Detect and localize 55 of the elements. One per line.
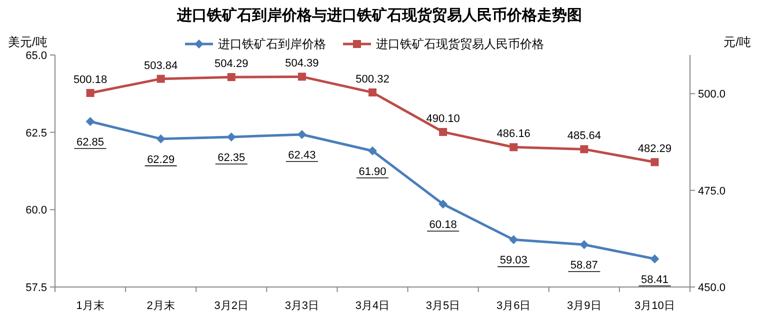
point <box>509 235 518 244</box>
x-tick-label: 3月2日 <box>214 300 249 312</box>
chart-title: 进口铁矿石到岸价格与进口铁矿石现货贸易人民币价格走势图 <box>176 6 582 24</box>
point <box>650 254 660 264</box>
data-label: 504.39 <box>285 58 319 70</box>
point <box>510 143 518 152</box>
legend-label: 进口铁矿石到岸价格 <box>218 37 326 51</box>
point <box>438 200 448 209</box>
y2-tick-label: 500.0 <box>698 88 726 101</box>
data-label: 62.35 <box>218 152 246 164</box>
x-tick-label: 1月末 <box>76 299 104 312</box>
y2-tick-label: 450.0 <box>698 282 726 294</box>
point <box>227 73 236 82</box>
point <box>580 145 588 154</box>
x-tick-label: 3月10日 <box>634 300 675 312</box>
point <box>368 88 376 96</box>
x-tick-label: 3月3日 <box>284 300 320 312</box>
data-label: 482.29 <box>638 143 672 156</box>
data-label: 60.18 <box>429 219 457 232</box>
data-label: 490.10 <box>426 112 460 125</box>
data-label: 62.29 <box>147 154 175 166</box>
y-tick-label: 62.5 <box>26 127 47 140</box>
y2-axis-title: 元/吨 <box>724 35 751 49</box>
data-label: 503.84 <box>144 60 178 72</box>
y-axis-title: 美元/吨 <box>8 35 48 49</box>
data-label: 62.85 <box>76 136 104 149</box>
y-tick-label: 60.0 <box>26 204 47 217</box>
x-tick-label: 2月末 <box>146 299 175 312</box>
x-tick-label: 3月5日 <box>426 300 460 312</box>
y2-tick-label: 475.0 <box>698 185 726 198</box>
data-label: 62.43 <box>288 150 316 162</box>
point <box>86 88 94 97</box>
x-tick-label: 3月9日 <box>567 300 602 312</box>
data-label: 59.03 <box>500 254 528 267</box>
data-label: 486.16 <box>496 128 530 140</box>
legend-label: 进口铁矿石现货贸易人民币价格 <box>376 37 544 51</box>
point <box>580 240 589 250</box>
point <box>298 72 306 81</box>
point <box>156 134 166 144</box>
x-tick-label: 3月6日 <box>496 300 531 312</box>
data-label: 58.87 <box>570 260 598 272</box>
data-label: 500.18 <box>73 74 108 86</box>
y-tick-label: 65.0 <box>26 50 47 62</box>
data-label: 485.64 <box>567 130 601 142</box>
data-label: 61.90 <box>358 166 386 178</box>
y-tick-label: 57.5 <box>26 282 47 294</box>
point <box>650 158 659 166</box>
data-label: 504.29 <box>214 58 248 70</box>
x-tick-label: 3月4日 <box>355 300 390 312</box>
data-label: 500.32 <box>356 73 390 86</box>
point <box>368 146 377 156</box>
point <box>439 128 448 136</box>
point <box>156 74 165 83</box>
point <box>86 117 95 126</box>
data-label: 58.41 <box>640 274 668 286</box>
